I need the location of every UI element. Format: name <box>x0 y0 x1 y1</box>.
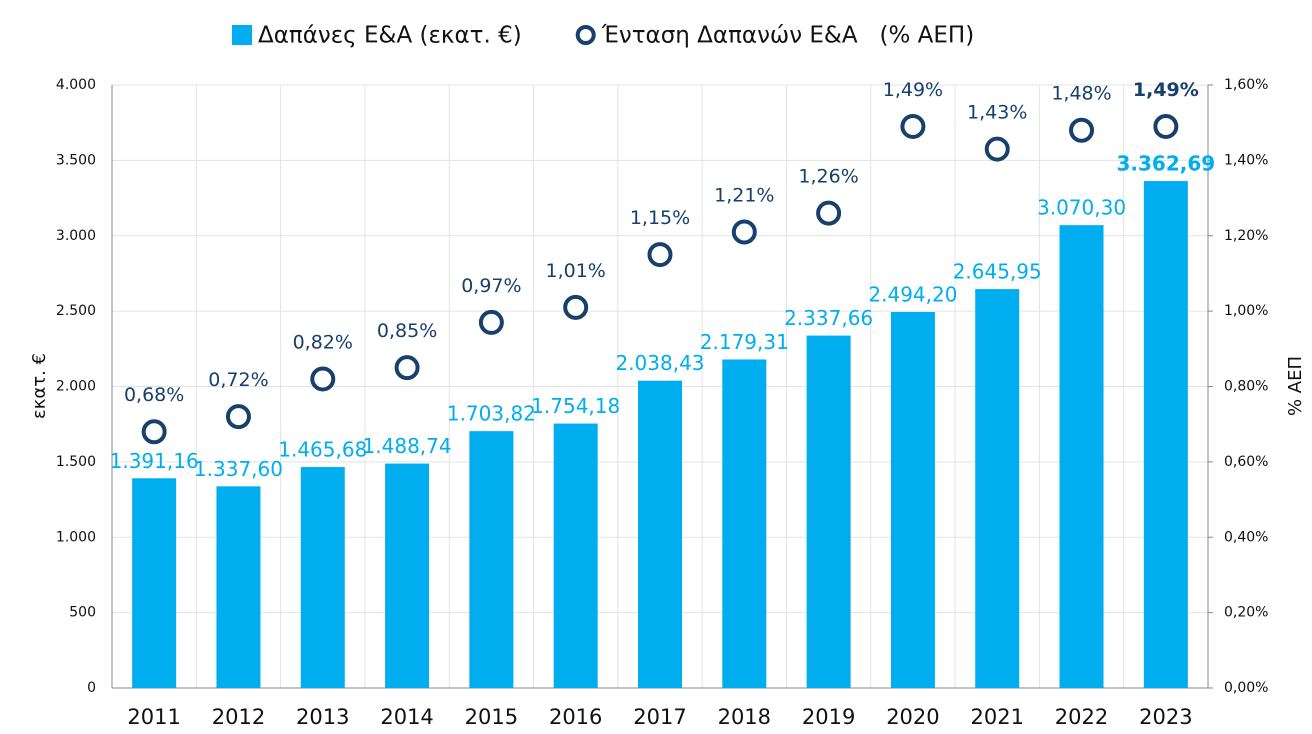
y2-tick-label: 1,60% <box>1224 77 1268 93</box>
legend-swatch <box>232 25 252 45</box>
y2-tick-label: 0,60% <box>1224 454 1268 470</box>
y-tick-label: 2.500 <box>56 303 96 319</box>
bar <box>300 467 345 688</box>
x-tick-label: 2011 <box>127 705 180 729</box>
marker <box>900 113 926 139</box>
y2-tick-label: 1,20% <box>1224 228 1268 244</box>
bar <box>975 289 1020 688</box>
bar <box>553 423 598 688</box>
bar-value-label: 1.488,74 <box>363 434 452 458</box>
bar <box>1059 225 1104 688</box>
bar-value-label: 1.391,16 <box>110 449 199 473</box>
marker-value-label: 1,01% <box>546 260 606 282</box>
marker-value-label: 1,48% <box>1051 83 1111 105</box>
y-tick-label: 1.500 <box>56 454 96 470</box>
y2-tick-label: 0,40% <box>1224 529 1268 545</box>
x-tick-label: 2023 <box>1139 705 1192 729</box>
x-tick-label: 2012 <box>212 705 265 729</box>
bar <box>216 486 261 688</box>
marker-value-label: 1,49% <box>883 79 943 101</box>
bar <box>469 431 514 688</box>
bar-value-label: 2.038,43 <box>615 351 704 375</box>
x-tick-label: 2021 <box>971 705 1024 729</box>
y-tick-label: 500 <box>69 605 96 621</box>
marker-value-label: 0,82% <box>293 331 353 353</box>
bar-value-label: 2.179,31 <box>700 330 789 354</box>
bar <box>890 311 935 688</box>
bar-value-label: 3.362,69 <box>1116 152 1215 176</box>
bar <box>1143 181 1188 689</box>
y2-tick-label: 0,00% <box>1224 680 1268 696</box>
y-axis-label: εκατ. € <box>29 353 50 419</box>
y2-tick-label: 0,20% <box>1224 605 1268 621</box>
x-tick-label: 2022 <box>1055 705 1108 729</box>
marker-value-label: 0,85% <box>377 320 437 342</box>
x-tick-label: 2018 <box>718 705 771 729</box>
x-tick-label: 2016 <box>549 705 602 729</box>
marker-value-label: 1,43% <box>967 102 1027 124</box>
y2-tick-label: 1,00% <box>1224 303 1268 319</box>
marker <box>816 200 842 226</box>
bar <box>638 380 682 688</box>
marker <box>1069 117 1095 143</box>
bar-value-label: 1.703,82 <box>447 402 536 426</box>
y-tick-label: 4.000 <box>56 77 96 93</box>
marker <box>563 294 589 320</box>
y2-tick-label: 1,40% <box>1224 152 1268 168</box>
x-tick-label: 2019 <box>802 705 855 729</box>
marker-value-label: 0,68% <box>124 384 184 406</box>
marker-value-label: 1,21% <box>714 184 774 206</box>
bar <box>132 478 177 688</box>
y2-axis-label: % ΑΕΠ <box>1285 356 1306 416</box>
bar-value-label: 2.337,66 <box>784 306 873 330</box>
y-tick-label: 1.000 <box>56 529 96 545</box>
bar-value-label: 2.494,20 <box>868 282 957 306</box>
marker <box>310 366 336 392</box>
bar <box>385 463 430 688</box>
bar-value-label: 1.754,18 <box>531 394 620 418</box>
x-tick-label: 2014 <box>380 705 433 729</box>
y-tick-label: 3.500 <box>56 152 96 168</box>
legend-label: Ένταση Δαπανών Ε&Α (% ΑΕΠ) <box>601 23 974 49</box>
marker <box>1153 113 1179 139</box>
x-tick-label: 2017 <box>633 705 686 729</box>
marker <box>731 219 757 245</box>
marker-value-label: 0,72% <box>208 369 268 391</box>
x-tick-label: 2015 <box>465 705 518 729</box>
marker-value-label: 0,97% <box>461 275 521 297</box>
marker <box>478 309 504 335</box>
y-tick-label: 3.000 <box>56 228 96 244</box>
x-tick-label: 2020 <box>886 705 939 729</box>
legend-label: Δαπάνες Ε&Α (εκατ. €) <box>258 23 522 49</box>
marker <box>647 242 673 268</box>
bar <box>806 335 851 688</box>
marker-value-label: 1,26% <box>798 166 858 188</box>
bar <box>722 359 767 688</box>
y-tick-label: 0 <box>87 680 96 696</box>
marker <box>394 355 420 381</box>
marker-value-label: 1,49% <box>1133 79 1199 101</box>
bar-value-label: 3.070,30 <box>1037 196 1126 220</box>
y-tick-label: 2.000 <box>56 379 96 395</box>
marker <box>984 136 1010 162</box>
bar-value-label: 1.337,60 <box>194 457 283 481</box>
y2-tick-label: 0,80% <box>1224 379 1268 395</box>
bar-value-label: 1.465,68 <box>278 438 367 462</box>
marker <box>225 404 251 430</box>
legend-swatch <box>575 25 596 45</box>
marker-value-label: 1,15% <box>630 207 690 229</box>
marker <box>141 419 167 445</box>
bar-value-label: 2.645,95 <box>953 260 1042 284</box>
x-tick-label: 2013 <box>296 705 349 729</box>
